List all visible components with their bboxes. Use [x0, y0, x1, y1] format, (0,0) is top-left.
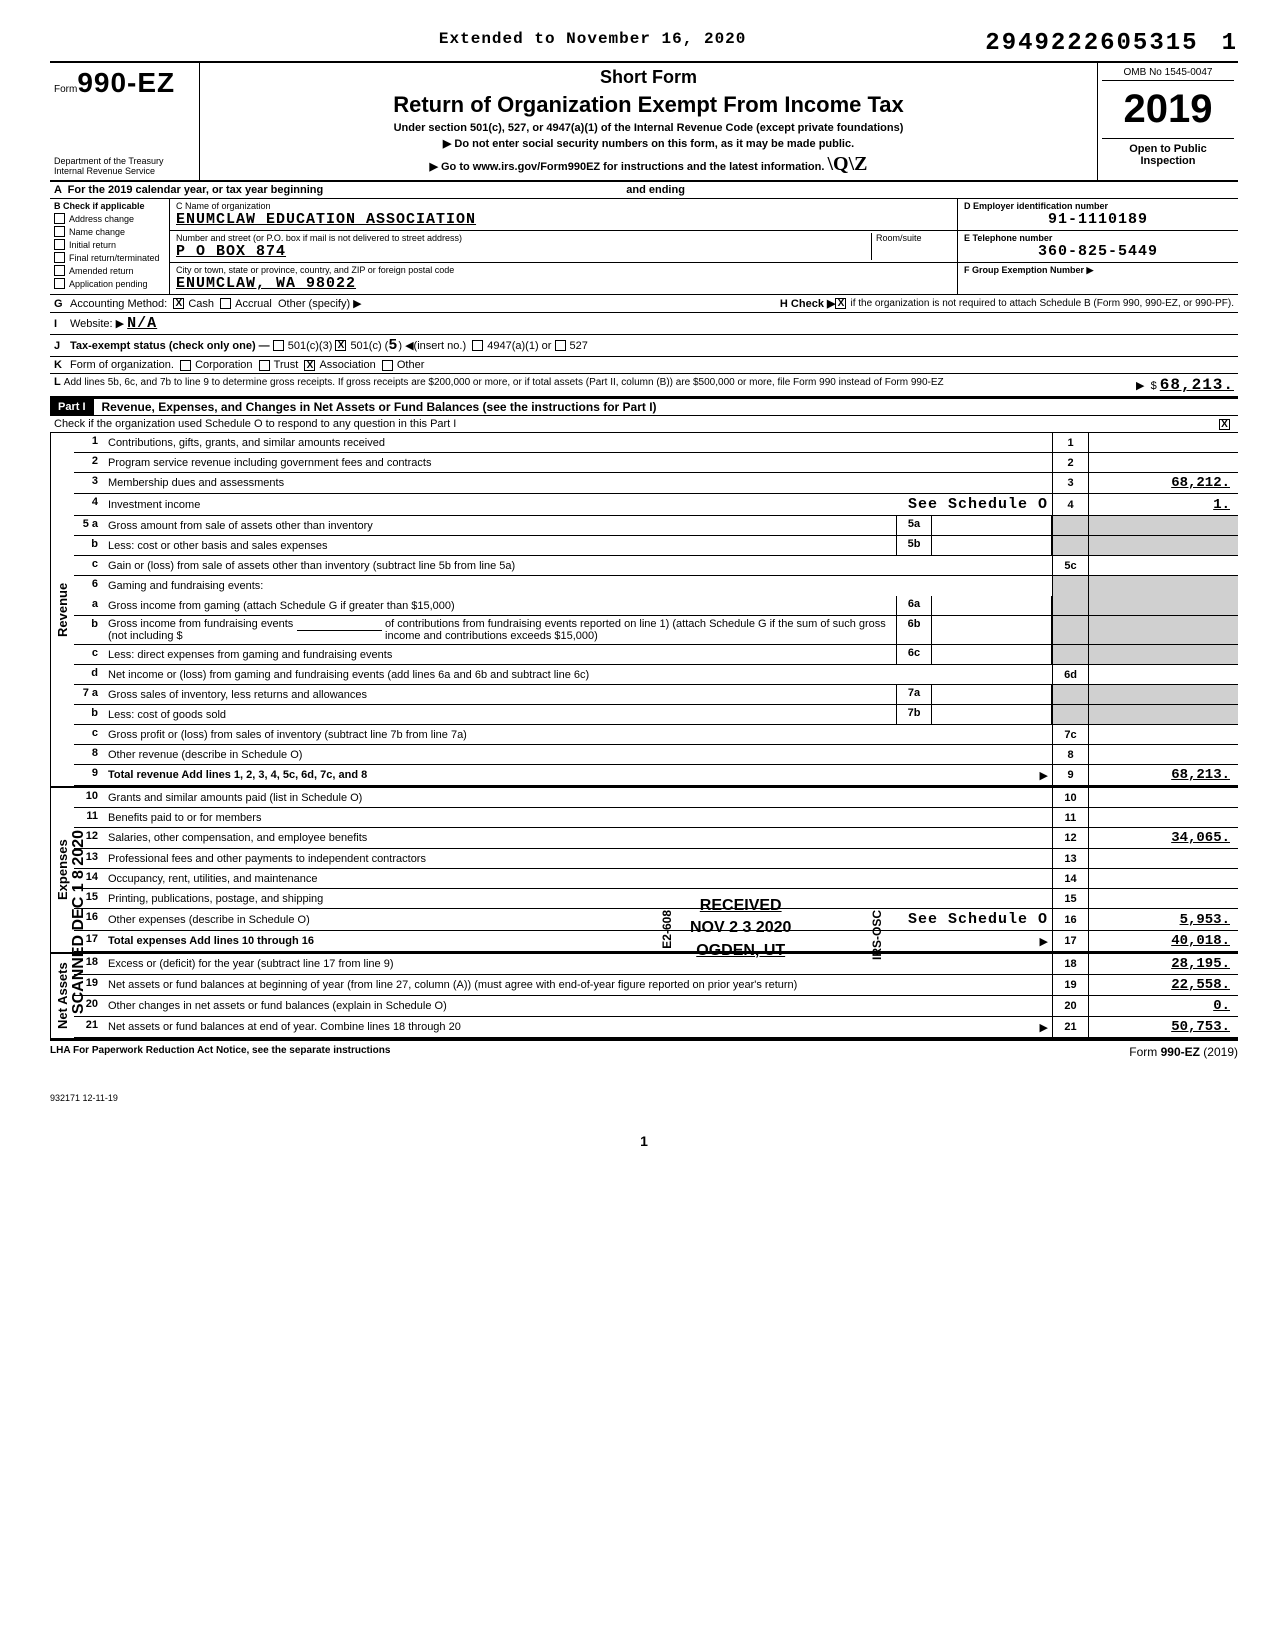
gross-receipts: 68,213.: [1160, 376, 1234, 394]
cash-checkbox[interactable]: X: [173, 298, 184, 309]
form-ref: Form 990-EZ (2019): [1129, 1045, 1238, 1059]
city-label: City or town, state or province, country…: [176, 265, 951, 275]
org-name: ENUMCLAW EDUCATION ASSOCIATION: [176, 211, 951, 228]
subtitle: Under section 501(c), 527, or 4947(a)(1)…: [208, 122, 1089, 134]
addr-label: Number and street (or P.O. box if mail i…: [176, 233, 871, 243]
phone: 360-825-5449: [964, 243, 1232, 260]
stamp-side-right: IRS-OSC: [870, 910, 884, 960]
open-public: Open to Public Inspection: [1102, 138, 1234, 167]
room-label: Room/suite: [876, 233, 951, 243]
form-number: Form990-EZ: [54, 67, 195, 99]
ein: 91-1110189: [964, 211, 1232, 228]
warning-2: Go to www.irs.gov/Form990EZ for instruct…: [429, 161, 824, 173]
name-label: C Name of organization: [176, 201, 951, 211]
line-a: A For the 2019 calendar year, or tax yea…: [50, 182, 1238, 199]
scanned-stamp: SCANNED DEC 1 8 2020: [70, 830, 88, 1014]
omb-number: OMB No 1545-0047: [1102, 67, 1234, 81]
warning-1: Do not enter social security numbers on …: [208, 137, 1089, 150]
tax-year: 2019: [1102, 87, 1234, 132]
footer-code: 932171 12-11-19: [50, 1093, 1238, 1103]
part-1-title: Revenue, Expenses, and Changes in Net As…: [94, 400, 657, 414]
accrual-checkbox[interactable]: [220, 298, 231, 309]
line-i: Website: ▶: [70, 317, 124, 330]
initials-handwritten: \Q\Z: [827, 153, 867, 175]
line-h: H Check ▶: [780, 297, 836, 310]
main-title: Return of Organization Exempt From Incom…: [208, 92, 1089, 118]
part1-check-line: Check if the organization used Schedule …: [54, 418, 456, 430]
schedule-o-checkbox[interactable]: X: [1219, 419, 1230, 430]
org-address: P O BOX 874: [176, 243, 871, 260]
revenue-side-label: Revenue: [50, 433, 74, 786]
lha-notice: LHA For Paperwork Reduction Act Notice, …: [50, 1045, 390, 1059]
ein-label: D Employer identification number: [964, 201, 1232, 211]
extended-date: Extended to November 16, 2020: [200, 30, 985, 48]
line-j: Tax-exempt status (check only one) —: [70, 340, 270, 352]
dln-suffix: 1: [1222, 30, 1238, 57]
website: N/A: [127, 315, 157, 332]
stamp-side-left: E2-608: [660, 910, 674, 949]
line-k: Form of organization.: [70, 359, 174, 371]
dept-treasury: Department of the Treasury Internal Reve…: [54, 156, 164, 176]
org-city: ENUMCLAW, WA 98022: [176, 275, 951, 292]
line-g: Accounting Method:: [70, 298, 167, 310]
section-b: B Check if applicable Address change Nam…: [50, 199, 170, 294]
received-stamp: RECEIVED NOV 2 3 2020 OGDEN, UT: [690, 895, 791, 962]
short-form-label: Short Form: [208, 67, 1089, 88]
group-exemption-label: F Group Exemption Number ▶: [964, 265, 1232, 276]
page-number: 1: [50, 1133, 1238, 1149]
line-l: Add lines 5b, 6c, and 7b to line 9 to de…: [64, 377, 944, 388]
part-1-label: Part I: [50, 399, 94, 415]
dln: 2949222605315: [985, 30, 1198, 57]
schedule-b-checkbox[interactable]: X: [835, 298, 846, 309]
phone-label: E Telephone number: [964, 233, 1232, 243]
